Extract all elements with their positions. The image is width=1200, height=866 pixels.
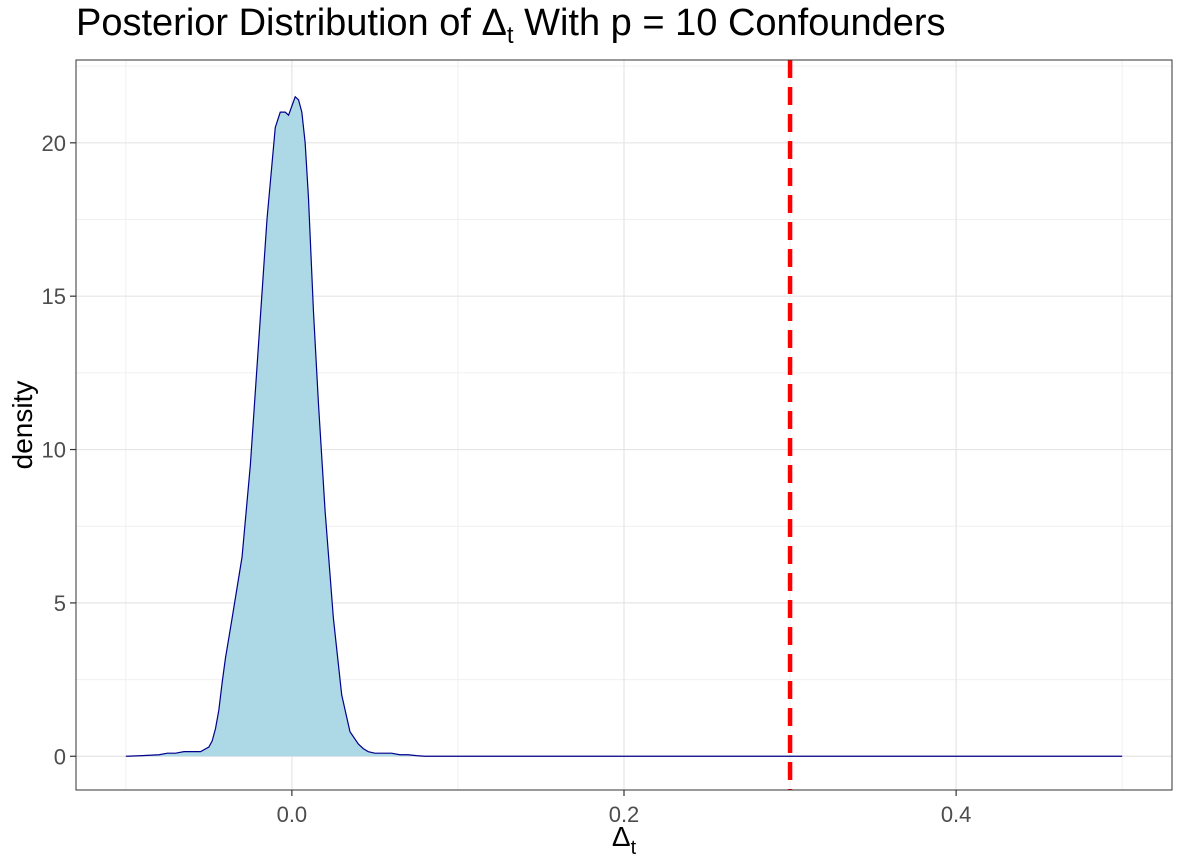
y-axis-label: density bbox=[7, 381, 38, 470]
x-axis-label: Δt bbox=[612, 821, 637, 859]
axis-ticks: 0.0 0.2 0.4 0 5 10 15 20 bbox=[42, 131, 972, 827]
x-tick-label: 0.4 bbox=[941, 802, 972, 827]
density-line bbox=[125, 95, 1123, 757]
y-tick-label: 10 bbox=[42, 438, 66, 463]
x-tick-label: 0.0 bbox=[277, 802, 308, 827]
x-tick-label: 0.2 bbox=[609, 802, 640, 827]
density-layer bbox=[125, 95, 1123, 757]
density-fill bbox=[125, 96, 1123, 757]
y-tick-label: 15 bbox=[42, 284, 66, 309]
y-tick-label: 20 bbox=[42, 131, 66, 156]
chart-title: Posterior Distribution of Δt With p = 10… bbox=[76, 2, 946, 49]
y-tick-label: 5 bbox=[54, 591, 66, 616]
y-tick-label: 0 bbox=[54, 744, 66, 769]
